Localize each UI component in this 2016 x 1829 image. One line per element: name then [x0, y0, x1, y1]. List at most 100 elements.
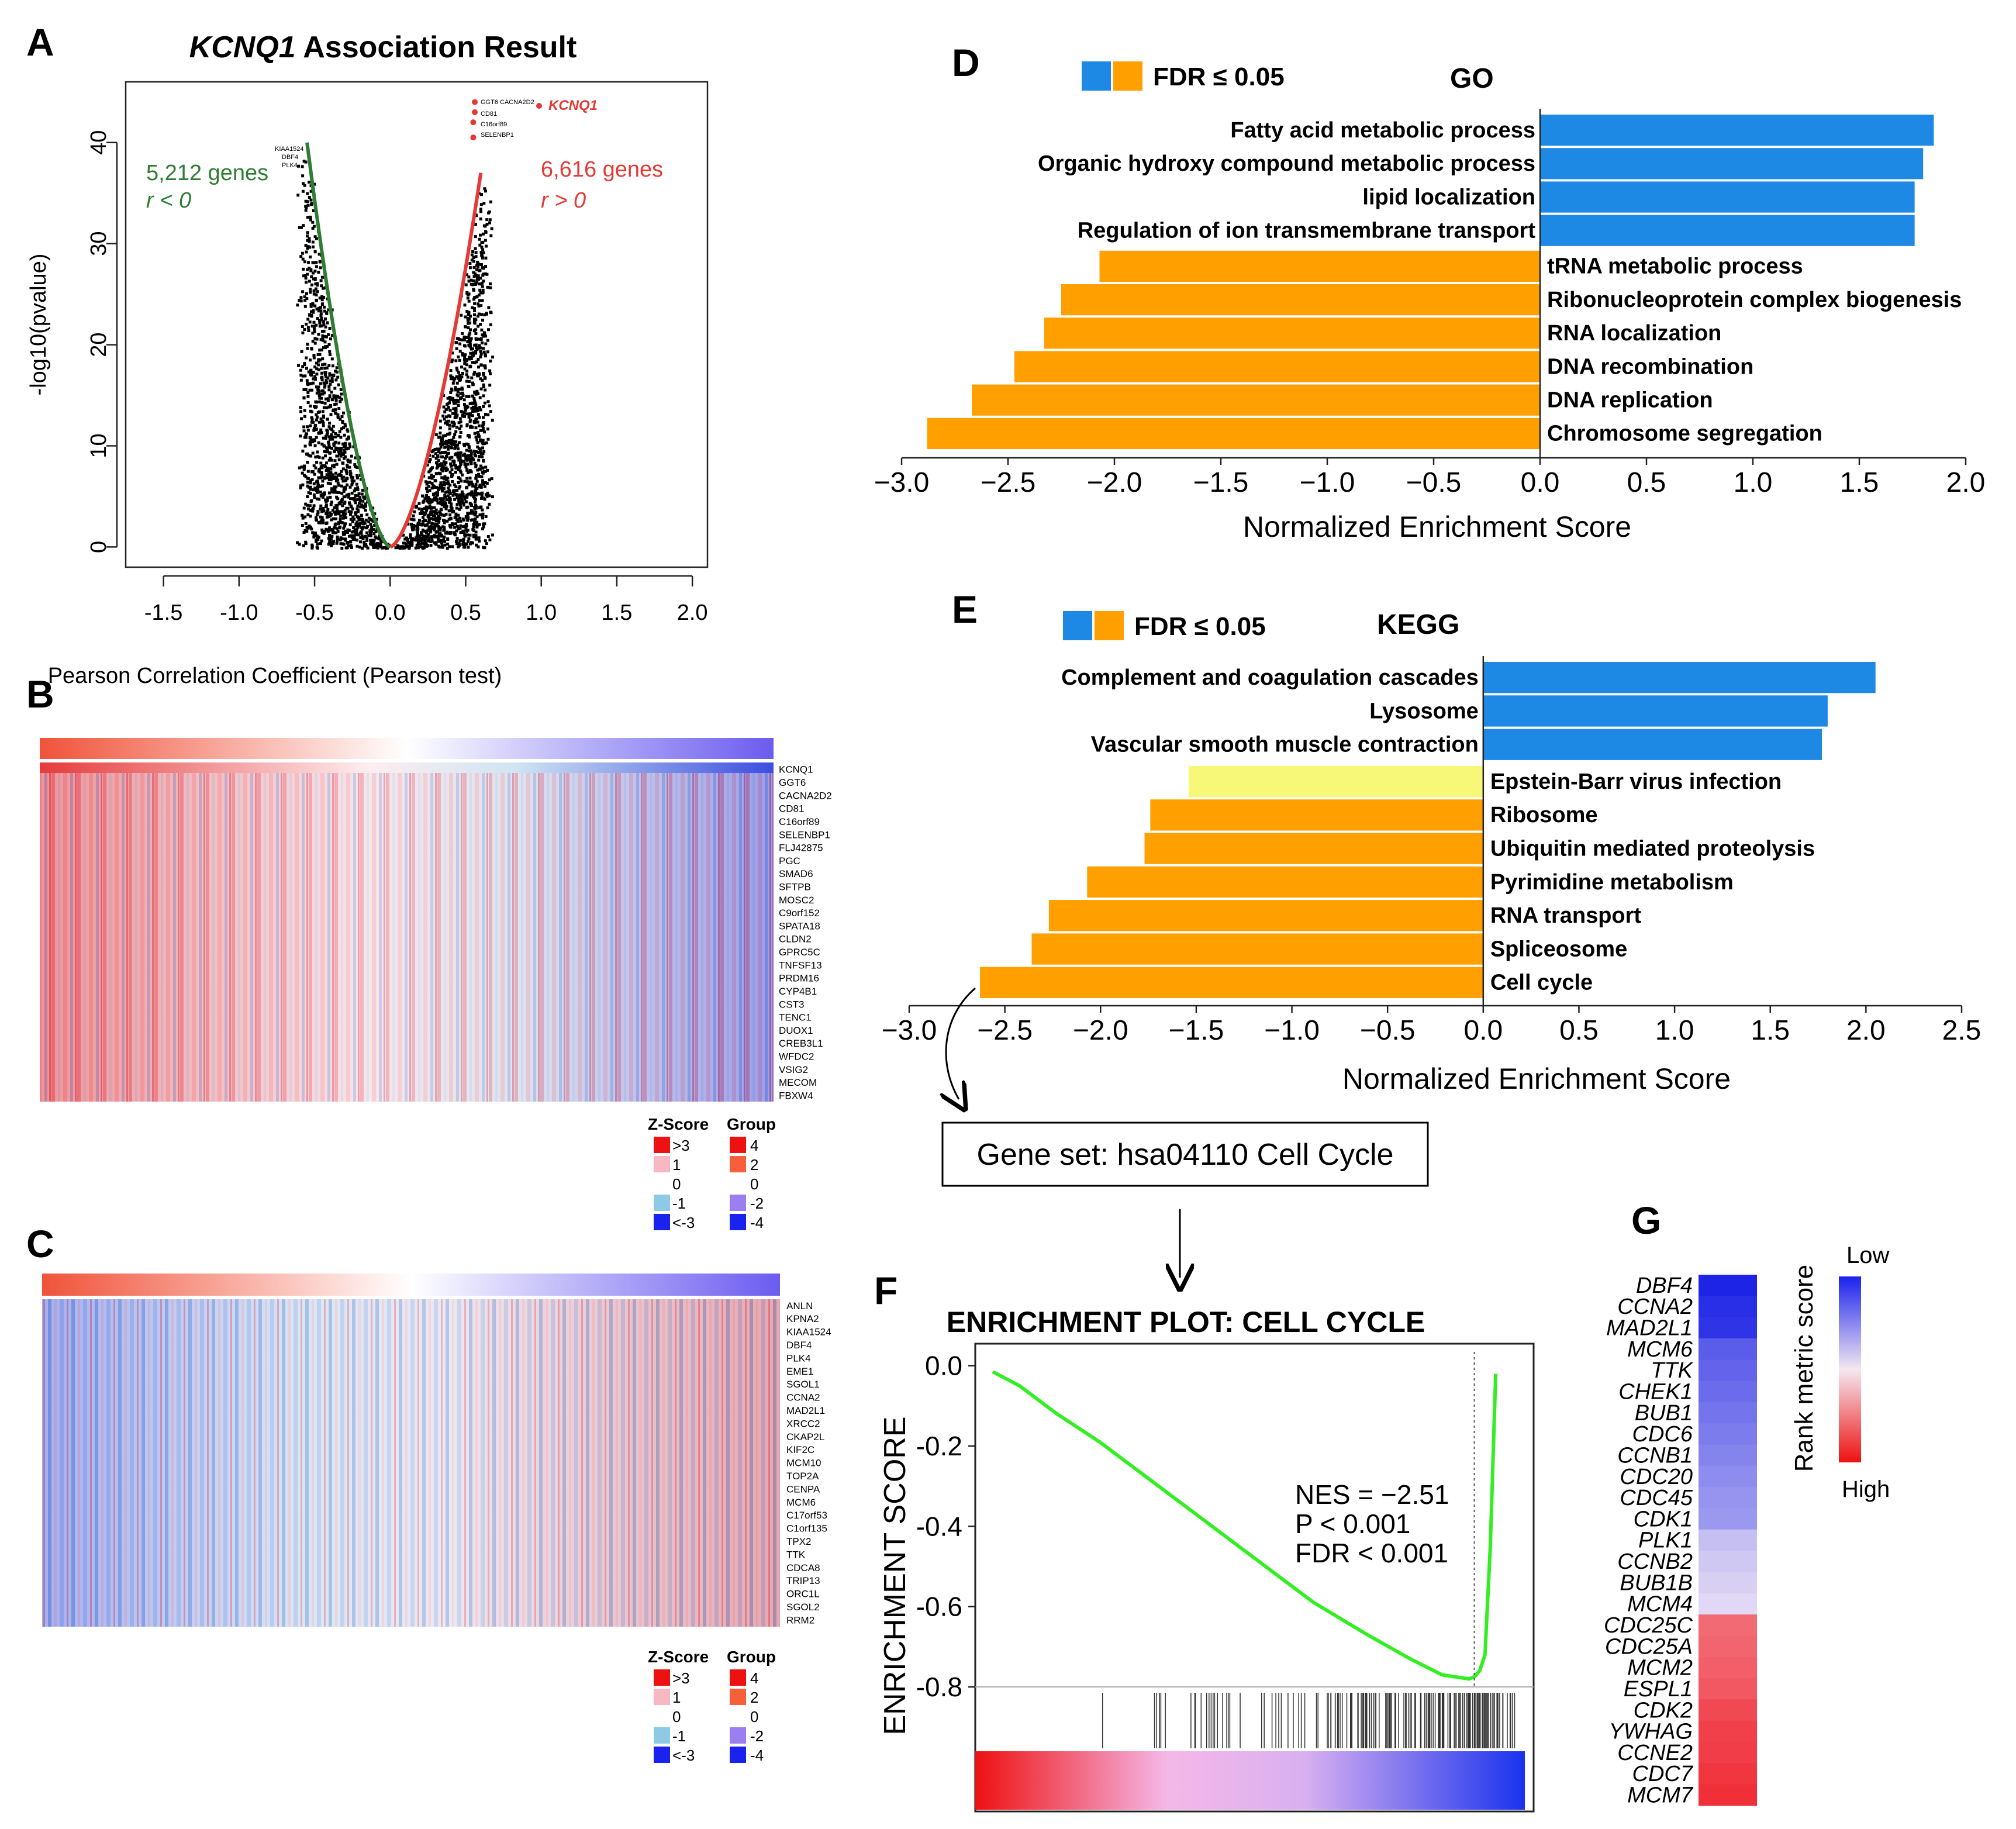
- legend-group-swatch: [730, 1747, 746, 1763]
- gene-label: KCNQ1: [779, 764, 813, 775]
- rank-gene-label: CDK1: [1634, 1507, 1693, 1531]
- rank-heatmap-cell: [1699, 1614, 1757, 1636]
- rank-heatmap-cell: [1699, 1742, 1757, 1764]
- rank-gradient-bar: [975, 1751, 1525, 1810]
- legend-group-swatch: [730, 1708, 746, 1724]
- enrichment-score-line: [992, 1370, 1498, 1681]
- legend-group-label: 4: [750, 1669, 758, 1687]
- legend-group-title: Group: [727, 1648, 776, 1666]
- legend-group-label: 0: [750, 1708, 758, 1726]
- gene-label: ANLN: [786, 1300, 813, 1312]
- rank-heatmap-cell: [1699, 1402, 1757, 1424]
- rank-gene-label: CCNA2: [1617, 1295, 1693, 1319]
- fdr-value: FDR < 0.001: [1295, 1538, 1448, 1568]
- gene-label: TTK: [786, 1549, 806, 1560]
- legend-group-swatch: [730, 1689, 746, 1705]
- scatter-xlabel: Pearson Correlation Coefficient (Pearson…: [48, 664, 502, 688]
- nes-bar-label: Ribosome: [1490, 803, 1598, 827]
- heatmap-b-trend: [40, 773, 774, 1102]
- legend-group-label: 4: [750, 1137, 758, 1154]
- pos-gene-count: 6,616 genes: [541, 157, 663, 182]
- rank-heatmap-cell: [1699, 1572, 1757, 1594]
- top-pos-label: GGT6 CACNA2D2: [481, 99, 534, 106]
- top-positive-point: [472, 99, 478, 105]
- rank-gene-label: YWHAG: [1608, 1720, 1693, 1744]
- nes-bar: [1144, 833, 1483, 864]
- gene-set-box: [941, 1121, 1429, 1187]
- y-tick-label: 40: [87, 130, 111, 155]
- rank-gene-label: CDC6: [1632, 1422, 1693, 1447]
- rank-gene-label: CDK2: [1634, 1698, 1693, 1723]
- nes-bar: [1014, 351, 1540, 382]
- rank-heatmap-cell: [1699, 1763, 1757, 1785]
- x-tick-label: −1.5: [1169, 1015, 1224, 1046]
- nes-bar: [1540, 148, 1924, 180]
- rank-heatmap-cell: [1699, 1593, 1757, 1615]
- rank-gene-label: CCNB2: [1617, 1550, 1693, 1574]
- rank-heatmap-cell: [1699, 1423, 1757, 1445]
- top-neg-label: KIAA1524: [275, 146, 304, 153]
- panel-letter-d: D: [952, 41, 980, 84]
- scatter-points: [296, 160, 495, 550]
- rank-heatmap-cell: [1699, 1784, 1757, 1806]
- gene-label: VSIG2: [779, 1064, 808, 1075]
- nes-bar-label: lipid localization: [1362, 185, 1535, 209]
- legend-group-label: -4: [750, 1747, 764, 1764]
- legend-d-blue-swatch: [1082, 61, 1111, 91]
- panel-letter-f: F: [874, 1269, 897, 1312]
- panel-letter-b: B: [26, 672, 54, 716]
- heatmap-c-trend: [42, 1299, 780, 1627]
- rank-heatmap-cell: [1699, 1487, 1757, 1509]
- panel-d: D FDR ≤ 0.05 GO Fatty acid metabolic pro…: [874, 41, 1986, 543]
- nes-bar-label: Ubiquitin mediated proteolysis: [1490, 836, 1815, 861]
- legend-zscore-swatch: [654, 1195, 670, 1211]
- nes-bar: [1540, 115, 1934, 146]
- nes-bar-label: Ribonucleoprotein complex biogenesis: [1547, 288, 1962, 312]
- x-tick-label: −2.0: [1073, 1015, 1128, 1046]
- neg-r-label: r < 0: [146, 188, 191, 213]
- x-tick-label: 1.5: [1840, 467, 1879, 498]
- top-positive-point: [472, 109, 478, 115]
- legend-zscore-label: 1: [672, 1689, 681, 1706]
- x-tick-label: 1.5: [602, 601, 633, 625]
- nes-bar-label: Vascular smooth muscle contraction: [1091, 733, 1479, 757]
- y-tick-label: 30: [87, 232, 111, 256]
- gene-label: WFDC2: [779, 1051, 814, 1062]
- x-tick-label: −1.0: [1300, 467, 1355, 498]
- positive-correlation-curve: [389, 172, 483, 549]
- kcnq1-highlight-label: KCNQ1: [548, 98, 598, 113]
- panel-letter-e: E: [952, 588, 978, 631]
- rank-heatmap: DBF4CCNA2MAD2L1MCM6TTKCHEK1BUB1CDC6CCNB1…: [1604, 1274, 1757, 1808]
- panel-a: A KCNQ1 Association Result -1.5 -1.0 -0.5 0…: [26, 20, 709, 688]
- rank-gene-label: DBF4: [1636, 1274, 1693, 1298]
- nes-bar-label: Chromosome segregation: [1547, 422, 1822, 446]
- gene-label: C17orf53: [786, 1510, 827, 1521]
- top-positive-point: [470, 134, 477, 141]
- rank-heatmap-cell: [1699, 1699, 1757, 1721]
- nes-bar: [1087, 866, 1483, 898]
- heatmap-c-group-bar: [42, 1274, 780, 1296]
- top-pos-label: CD81: [481, 111, 497, 118]
- rank-heatmap-cell: [1699, 1275, 1757, 1296]
- gene-label: ORC1L: [786, 1589, 820, 1600]
- gene-label: PLK4: [786, 1352, 811, 1364]
- legend-zscore-label: 0: [672, 1175, 681, 1193]
- x-tick-label: 1.0: [1734, 467, 1773, 498]
- legend-group-label: -4: [750, 1214, 764, 1231]
- rank-gene-label: BUB1B: [1620, 1571, 1693, 1595]
- legend-zscore-swatch: [654, 1156, 670, 1172]
- rank-gene-label: ESPL1: [1624, 1677, 1693, 1702]
- gene-label: KPNA2: [786, 1313, 819, 1324]
- nes-bar: [972, 384, 1540, 416]
- curved-arrow: [946, 987, 976, 1099]
- nes-bar-label: Pyrimidine metabolism: [1490, 870, 1734, 895]
- kegg-bar-chart: Complement and coagulation cascades Lysos…: [882, 656, 1981, 1046]
- gene-label: CYP4B1: [779, 986, 817, 997]
- gene-label: CENPA: [786, 1483, 820, 1495]
- rank-gene-label: CDC7: [1632, 1762, 1694, 1786]
- nes-bar-label: Fatty acid metabolic process: [1230, 118, 1535, 143]
- legend-zscore-label: <-3: [672, 1747, 695, 1764]
- top-pos-label: C16orf89: [481, 121, 507, 128]
- rank-gene-label: CCNE2: [1617, 1741, 1693, 1765]
